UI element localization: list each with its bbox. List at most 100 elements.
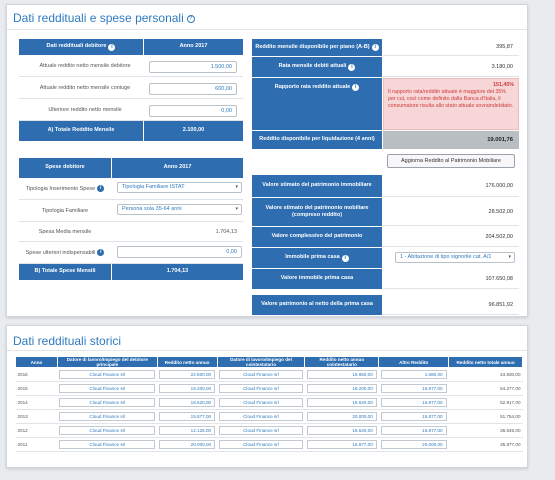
extra-expense-label: Spese ulteriori indispensabili i (19, 242, 111, 263)
table-cell: 15.877,00 (378, 381, 449, 396)
total-income-cell: 35.877,00 (448, 437, 523, 452)
net-income-input[interactable]: 12.125,00 (159, 426, 216, 435)
info-icon[interactable]: i (348, 63, 356, 71)
first-home-value: 107.650,08 (383, 269, 519, 289)
employer-input[interactable]: Cloud Finance srl (59, 426, 156, 435)
table-row: 2011 Cloud Finance srl 20.000,00 Cloud Fina… (15, 437, 523, 452)
net-income-input[interactable]: 22.500,00 (159, 370, 216, 379)
income-header-label: Dati reddituali debitore i (19, 39, 143, 55)
expenses-header-year: Anno 2017 (112, 158, 243, 178)
other-income-input[interactable]: 20.000,00 (380, 440, 447, 449)
table-cell: 12.125,00 (157, 423, 218, 438)
info-icon[interactable]: i (97, 249, 105, 256)
co-employer-input[interactable]: Cloud Finance srl (219, 398, 303, 407)
summary-liquidation-value: 19.001,76 (383, 131, 519, 149)
summary-installment-value: 3.180,00 (383, 57, 519, 77)
avg-expense-label: Spesa Media mensile (38, 228, 92, 235)
employer-input[interactable]: Cloud Finance srl (59, 370, 156, 379)
co-income-input[interactable]: 18.520,00 (306, 398, 377, 407)
employer-input[interactable]: Cloud Finance srl (59, 384, 156, 393)
table-cell: 1.680,00 (378, 367, 449, 382)
co-income-input[interactable]: 20.000,00 (306, 412, 377, 421)
table-row: 2015 Cloud Finance srl 19.200,00 Cloud Fina… (15, 381, 523, 396)
expense-type-row: Tipologia Inserimento Spese i (19, 178, 243, 200)
table-cell: Cloud Finance srl (57, 437, 158, 452)
year-cell: 2014 (15, 395, 58, 410)
info-icon[interactable]: i (341, 254, 349, 262)
info-icon[interactable]: i (108, 43, 116, 51)
table-cell: Cloud Finance srl (57, 409, 158, 424)
history-table: Anno Datore di lavoro/Impiego del debito… (15, 356, 523, 452)
column-header: Reddito netto annuo cointestatario (304, 356, 380, 368)
co-employer-input[interactable]: Cloud Finance srl (219, 440, 303, 449)
income-header-year: Anno 2017 (144, 39, 243, 55)
other-income-input[interactable]: 15.877,00 (380, 412, 447, 421)
other-income-input[interactable]: 1.680,00 (380, 370, 447, 379)
info-icon[interactable]: i (97, 185, 105, 192)
other-income-input[interactable]: 15.877,00 (380, 384, 447, 393)
co-employer-input[interactable]: Cloud Finance srl (219, 370, 303, 379)
co-employer-input[interactable]: Cloud Finance srl (219, 412, 303, 421)
summary-ratio-label: Rapporto rata reddito attuale i (252, 78, 382, 130)
table-cell: 20.000,00 (157, 437, 218, 452)
ratio-percentage: 151,45% (493, 82, 514, 88)
first-home-label: Immobile prima casa i (252, 248, 382, 268)
expenses-total-value: 1.704,13 (112, 264, 243, 280)
year-cell: 2015 (15, 381, 58, 396)
co-income-input[interactable]: 19.650,00 (306, 370, 377, 379)
spouse-income-input[interactable]: 600,00 (149, 83, 237, 95)
table-cell: Cloud Finance srl (217, 437, 305, 452)
extra-expense-input[interactable]: 0,00 (117, 246, 242, 258)
summary-liquidation-label: Reddito disponibile per liquidazione (4 … (252, 131, 382, 149)
income-history-card: Dati reddituali storici Anno Datore di l… (6, 325, 528, 468)
other-income-input[interactable]: 15.877,00 (380, 398, 447, 407)
expense-type-select[interactable]: Tipologia Familiare ISTAT ▾ (117, 182, 242, 193)
table-row: 2012 Cloud Finance srl 12.125,00 Cloud Fina… (15, 423, 523, 438)
employer-input[interactable]: Cloud Finance srl (59, 398, 156, 407)
net-income-input[interactable]: 19.200,00 (159, 384, 216, 393)
summary-available-value: 395,87 (383, 39, 519, 56)
co-employer-input[interactable]: Cloud Finance srl (219, 426, 303, 435)
net-income-input[interactable]: 20.000,00 (159, 440, 216, 449)
column-header: Datore di lavoro/Impiego del debitore pr… (56, 356, 158, 368)
info-icon[interactable]: i (371, 44, 379, 51)
co-income-input[interactable]: 18.520,00 (306, 426, 377, 435)
employer-input[interactable]: Cloud Finance srl (59, 440, 156, 449)
table-cell: 19.650,00 (304, 367, 379, 382)
asset-total-value: 204.502,00 (383, 227, 519, 247)
table-cell: Cloud Finance srl (217, 367, 305, 382)
family-type-select[interactable]: Persona sola 35-64 anni ▾ (117, 204, 242, 215)
total-income-cell: 51.754,00 (448, 409, 523, 424)
table-cell: 15.877,00 (157, 409, 218, 424)
question-circle-icon[interactable]: ? (186, 14, 195, 23)
table-cell: 18.520,00 (304, 395, 379, 410)
column-header: Datore di lavoro/Impiego del cointestata… (216, 356, 306, 368)
table-cell: Cloud Finance srl (57, 395, 158, 410)
table-cell: Cloud Finance srl (57, 381, 158, 396)
co-income-input[interactable]: 15.877,00 (306, 440, 377, 449)
table-cell: 19.200,00 (157, 381, 218, 396)
table-cell: 18.520,00 (157, 395, 218, 410)
ratio-alert-message: Il rapporto rata/reddito attuale è maggi… (388, 89, 514, 110)
chevron-down-icon: ▾ (235, 184, 238, 190)
co-income-input[interactable]: 19.200,00 (306, 384, 377, 393)
table-cell: 19.200,00 (304, 381, 379, 396)
net-income-input[interactable]: 15.877,00 (159, 412, 216, 421)
column-header: Reddito netto totale annuo (448, 356, 523, 368)
year-cell: 2016 (15, 367, 58, 382)
info-icon[interactable]: i (352, 84, 360, 91)
section-title: Dati reddituali e spese personali? (13, 11, 195, 25)
ratio-alert: 151,45% Il rapporto rata/reddito attuale… (383, 78, 519, 130)
first-home-select[interactable]: 1 - Abitazione di tipo signorile cat. A/… (395, 252, 515, 263)
debtor-income-input[interactable]: 1.500,00 (149, 61, 237, 73)
co-employer-input[interactable]: Cloud Finance srl (219, 384, 303, 393)
update-income-button[interactable]: Aggiorna Reddito al Patrimonio Mobiliare (387, 154, 515, 168)
summary-installment-label: Rata mensile debiti attuali i (252, 57, 382, 77)
total-income-cell: 54.277,00 (448, 381, 523, 396)
extra-income-input[interactable]: 0,00 (149, 105, 237, 117)
other-income-input[interactable]: 15.877,00 (380, 426, 447, 435)
asset-real-estate-value: 176.000,00 (383, 175, 519, 197)
employer-input[interactable]: Cloud Finance srl (59, 412, 156, 421)
net-income-input[interactable]: 18.520,00 (159, 398, 216, 407)
summary-available-label: Reddito mensile disponibile per piano (A… (252, 39, 382, 56)
